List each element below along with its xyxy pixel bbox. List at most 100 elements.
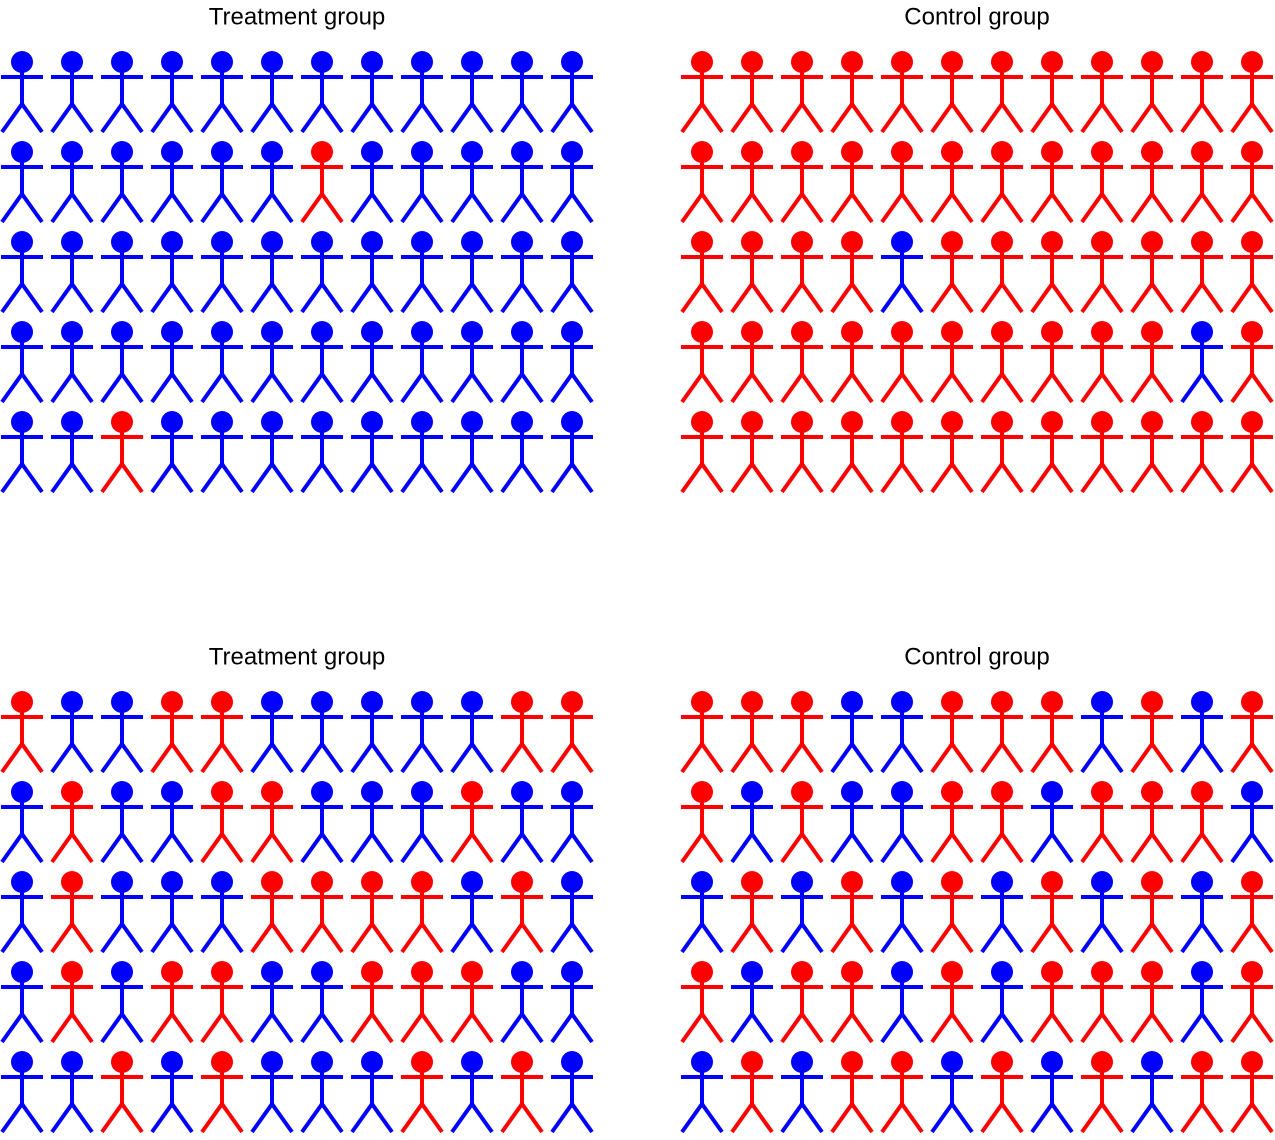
person [50, 411, 94, 494]
person-head [841, 961, 863, 983]
person-head [461, 871, 483, 893]
person-legs [680, 190, 724, 224]
person [780, 781, 824, 864]
person-head [891, 781, 913, 803]
person [680, 1051, 724, 1134]
person-legs [50, 740, 94, 774]
person [1080, 871, 1124, 954]
person [680, 961, 724, 1044]
person-legs [50, 460, 94, 494]
person-head [361, 1051, 383, 1073]
person-legs [1180, 830, 1224, 864]
person [50, 321, 94, 404]
person-head [1091, 691, 1113, 713]
person [730, 781, 774, 864]
person-head [561, 411, 583, 433]
person [400, 231, 444, 314]
person-legs [250, 460, 294, 494]
person-head [11, 411, 33, 433]
person-head [841, 231, 863, 253]
person-legs [1230, 740, 1274, 774]
person-legs [1030, 190, 1074, 224]
person-head [1241, 781, 1263, 803]
person-head [211, 1051, 233, 1073]
person-legs [730, 1010, 774, 1044]
person-legs [350, 1100, 394, 1134]
person-head [1041, 51, 1063, 73]
person-head [511, 411, 533, 433]
person-legs [200, 920, 244, 954]
person-legs [1180, 280, 1224, 314]
person-legs [780, 370, 824, 404]
person [1030, 691, 1074, 774]
person-head [941, 871, 963, 893]
panel-title: Control group [904, 3, 1049, 30]
person-legs [0, 370, 44, 404]
person [1080, 321, 1124, 404]
person-legs [0, 740, 44, 774]
person-legs [450, 830, 494, 864]
person-head [1041, 961, 1063, 983]
person [1030, 961, 1074, 1044]
person-legs [500, 740, 544, 774]
person-head [311, 231, 333, 253]
person-head [161, 871, 183, 893]
person-legs [980, 830, 1024, 864]
person [1230, 321, 1274, 404]
person-legs [780, 100, 824, 134]
person [830, 691, 874, 774]
person [250, 961, 294, 1044]
person-legs [680, 1010, 724, 1044]
person-head [1141, 231, 1163, 253]
person-legs [880, 280, 924, 314]
person [730, 1051, 774, 1134]
person-legs [1130, 280, 1174, 314]
person-legs [730, 1100, 774, 1134]
person-head [361, 321, 383, 343]
person [1230, 1051, 1274, 1134]
person-legs [300, 190, 344, 224]
person-head [261, 781, 283, 803]
person-head [561, 781, 583, 803]
person [500, 871, 544, 954]
person [200, 691, 244, 774]
person [1230, 411, 1274, 494]
person [250, 141, 294, 224]
person-head [461, 961, 483, 983]
person-legs [200, 190, 244, 224]
person [680, 141, 724, 224]
person [680, 781, 724, 864]
person-head [941, 51, 963, 73]
person [50, 231, 94, 314]
person [780, 691, 824, 774]
person-head [841, 871, 863, 893]
person [1130, 411, 1174, 494]
person [930, 141, 974, 224]
person-legs [730, 190, 774, 224]
person-legs [680, 920, 724, 954]
person-head [161, 321, 183, 343]
person [300, 691, 344, 774]
person-legs [0, 1010, 44, 1044]
person-head [1241, 231, 1263, 253]
person-head [941, 961, 963, 983]
person [1080, 691, 1124, 774]
person-head [211, 231, 233, 253]
person [880, 411, 924, 494]
person [1180, 51, 1224, 134]
person-legs [1130, 370, 1174, 404]
person [500, 51, 544, 134]
person [400, 51, 444, 134]
person [550, 1051, 594, 1134]
person-head [841, 51, 863, 73]
person [250, 1051, 294, 1134]
person-legs [1130, 1100, 1174, 1134]
person-legs [1130, 920, 1174, 954]
person [780, 961, 824, 1044]
person [980, 141, 1024, 224]
person [830, 141, 874, 224]
person [930, 321, 974, 404]
person-legs [730, 920, 774, 954]
person-head [511, 51, 533, 73]
